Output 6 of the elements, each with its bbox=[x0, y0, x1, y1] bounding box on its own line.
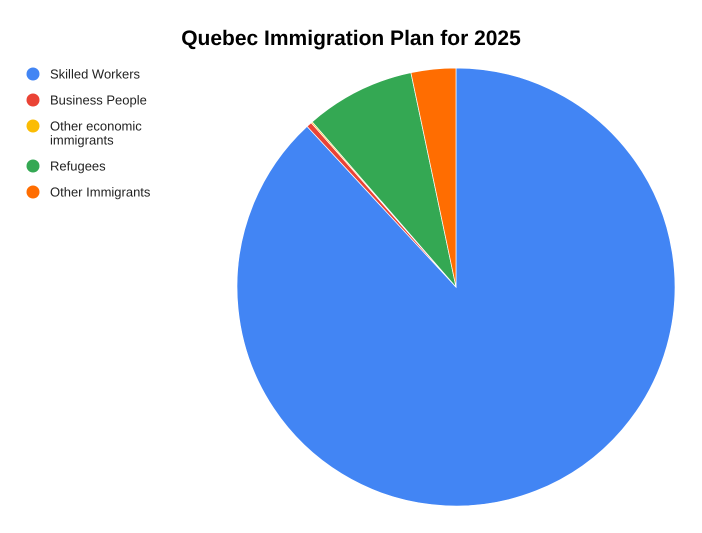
legend-label: Business People bbox=[50, 92, 147, 108]
chart-title: Quebec Immigration Plan for 2025 bbox=[181, 27, 522, 50]
legend-label: Refugees bbox=[50, 158, 106, 174]
legend-label: Other Immigrants bbox=[50, 184, 151, 200]
legend-label: Other economic immigrants bbox=[50, 118, 142, 148]
legend-label: Skilled Workers bbox=[50, 66, 141, 82]
